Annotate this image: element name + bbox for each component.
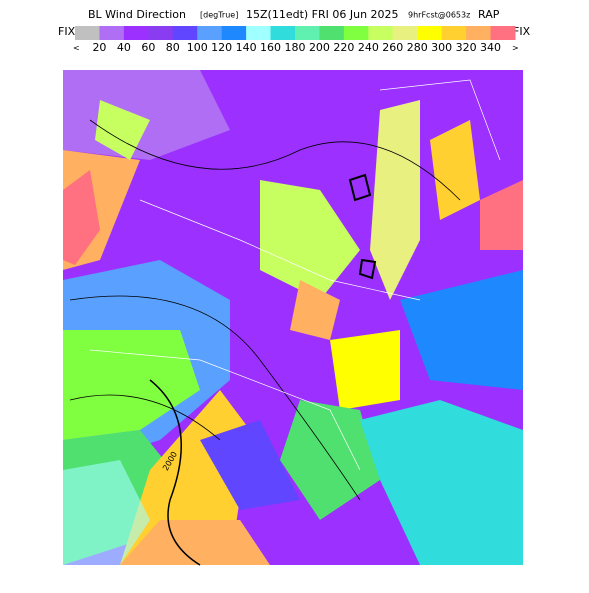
model: RAP — [478, 8, 500, 21]
colorbar-label: 280 — [407, 41, 428, 54]
region — [400, 270, 523, 390]
colorbar-label: 320 — [456, 41, 477, 54]
region — [480, 180, 523, 250]
region — [280, 400, 380, 520]
colorbar-swatch — [197, 26, 223, 40]
colorbar-swatch — [368, 26, 394, 40]
high-arrow: > — [512, 44, 519, 53]
contour — [149, 379, 201, 566]
colorbar-label: 240 — [358, 41, 379, 54]
low-arrow: < — [73, 44, 80, 53]
region — [120, 520, 270, 565]
colorbar-label: 40 — [117, 41, 131, 54]
region — [430, 120, 480, 220]
colorbar-swatch — [123, 26, 149, 40]
contour — [69, 295, 361, 501]
region — [260, 180, 360, 300]
region — [290, 280, 340, 340]
colorbar-label: 200 — [309, 41, 330, 54]
forecast: 9hrFcst@0653z — [408, 11, 470, 20]
region — [95, 100, 150, 160]
units: [degTrue] — [200, 11, 238, 20]
colorbar-swatch — [466, 26, 492, 40]
fix-left: FIX — [58, 25, 76, 38]
region — [370, 100, 420, 300]
region — [360, 400, 523, 565]
colorbar-swatch — [343, 26, 369, 40]
colorbar-label: 160 — [260, 41, 281, 54]
region — [63, 460, 150, 565]
colorbar-label: 180 — [285, 41, 306, 54]
colorbar-swatch — [490, 26, 516, 40]
colorbar-swatch — [75, 26, 100, 40]
colorbar-label: 100 — [187, 41, 208, 54]
contour — [69, 394, 221, 441]
region — [63, 330, 200, 440]
contour — [89, 119, 461, 201]
colorbar-swatch — [417, 26, 443, 40]
map: 2000 — [63, 70, 523, 566]
title: BL Wind Direction — [88, 8, 186, 21]
colorbar-swatch — [172, 26, 198, 40]
colorbar-swatch — [392, 26, 418, 40]
colorbar-swatch — [246, 26, 272, 40]
colorbar-label: 120 — [211, 41, 232, 54]
colorbar-label: 20 — [92, 41, 106, 54]
colorbar-swatch — [148, 26, 174, 40]
fix-right: FIX — [513, 25, 531, 38]
colorbar-label: 340 — [480, 41, 501, 54]
contour — [348, 173, 377, 280]
colorbar-swatch — [319, 26, 345, 40]
colorbar-label: 300 — [431, 41, 452, 54]
colorbar-label: 60 — [141, 41, 155, 54]
colorbar-swatch — [99, 26, 125, 40]
colorbar-label: 140 — [236, 41, 257, 54]
colorbar-swatch — [441, 26, 467, 40]
colorbar-label: 260 — [382, 41, 403, 54]
colorbar-label: 80 — [166, 41, 180, 54]
boundary — [89, 79, 501, 471]
colorbar-label: 220 — [333, 41, 354, 54]
region — [330, 330, 400, 410]
colorbar-swatch — [221, 26, 247, 40]
region — [200, 420, 300, 510]
colorbar-swatch — [270, 26, 296, 40]
colorbar-swatch — [295, 26, 320, 40]
valid-time: 15Z(11edt) FRI 06 Jun 2025 — [246, 8, 399, 21]
region — [63, 170, 100, 265]
